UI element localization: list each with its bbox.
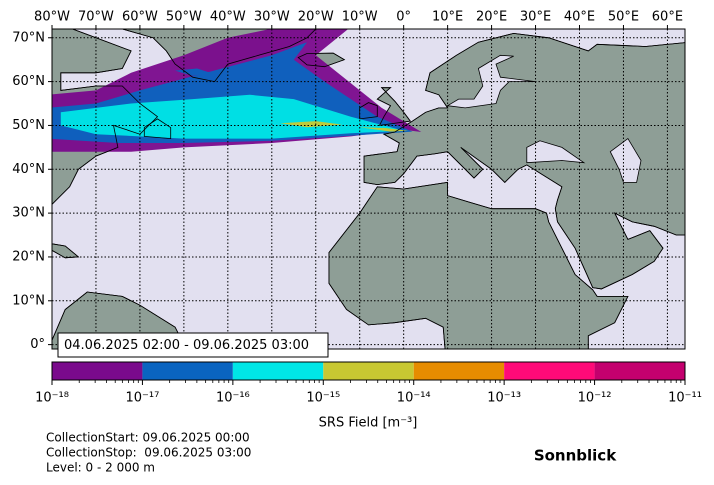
coastline: [297, 52, 346, 68]
coastline: [143, 118, 172, 140]
lon-tick-label: 80°W: [34, 10, 70, 25]
colorbar-tick-label: 10⁻¹⁸: [35, 391, 69, 406]
lat-tick-label: 10°N: [12, 293, 45, 308]
info-line: CollectionStart: 09.06.2025 00:00: [46, 431, 250, 445]
time-box: [57, 332, 329, 358]
colorbar-tick-label: 10⁻¹⁶: [216, 391, 250, 406]
lon-tick-label: 60°W: [122, 10, 158, 25]
colorbar-segment: [52, 362, 143, 380]
coastline: [363, 32, 685, 290]
colorbar-tick-label: 10⁻¹⁵: [306, 391, 340, 406]
lat-tick-label: 40°N: [12, 162, 45, 177]
lon-tick-label: 20°E: [476, 10, 507, 25]
colorbar-segment: [594, 362, 685, 380]
lon-tick-label: 40°E: [564, 10, 595, 25]
plume-area: [359, 127, 409, 132]
water: [526, 140, 586, 164]
lat-tick-label: 70°N: [12, 30, 45, 45]
grid: [52, 29, 685, 349]
colorbar-segment: [142, 362, 233, 380]
coastline: [328, 181, 629, 349]
lon-tick-label: 70°W: [78, 10, 114, 25]
lon-tick-label: 10°W: [342, 10, 378, 25]
colorbar-segment: [323, 362, 414, 380]
lat-tick-label: 0°: [30, 337, 45, 352]
info-line: Level: 0 - 2 000 m: [46, 461, 155, 475]
lon-tick-label: 20°W: [298, 10, 334, 25]
station: Sonnblick: [534, 447, 617, 465]
lat-tick-label: 60°N: [12, 74, 45, 89]
colorbar-segment: [504, 362, 595, 380]
lon-tick-label: 60°E: [652, 10, 683, 25]
plume-area: [280, 121, 343, 128]
lat-tick-label: 20°N: [12, 249, 45, 264]
lon-tick-label: 40°W: [210, 10, 246, 25]
lon-tick-label: 50°W: [166, 10, 202, 25]
lon-tick-label: 30°W: [254, 10, 290, 25]
colorbar-tick-label: 10⁻¹¹: [668, 391, 702, 406]
info-line: CollectionStop: 09.06.2025 03:00: [46, 446, 251, 460]
coastline: [87, 29, 317, 83]
colorbar-segment: [232, 362, 324, 380]
colorbar-segment: [413, 362, 505, 380]
coastline: [52, 243, 80, 259]
colorbar-frame: [51, 361, 686, 381]
map-frame: [51, 28, 686, 350]
colorbar-tick-label: 10⁻¹⁷: [126, 391, 160, 406]
map-shapes: [52, 29, 685, 349]
colorbar-label: SRS Field [m⁻³]: [319, 416, 418, 431]
lat-tick-label: 50°N: [12, 118, 45, 133]
lon-tick-label: 50°E: [608, 10, 639, 25]
coastline: [376, 87, 412, 126]
lon-tick-label: 10°E: [432, 10, 463, 25]
time-range: 04.06.2025 02:00 - 09.06.2025 03:00: [64, 338, 309, 353]
lon-tick-label: 0°: [396, 10, 411, 25]
lat-tick-label: 30°N: [12, 206, 45, 221]
colorbar-tick-label: 10⁻¹²: [578, 391, 612, 406]
coastline: [52, 291, 185, 349]
colorbar-tick-label: 10⁻¹³: [487, 391, 521, 406]
lon-tick-label: 30°E: [520, 10, 551, 25]
colorbar-tick-label: 10⁻¹⁴: [397, 391, 431, 406]
